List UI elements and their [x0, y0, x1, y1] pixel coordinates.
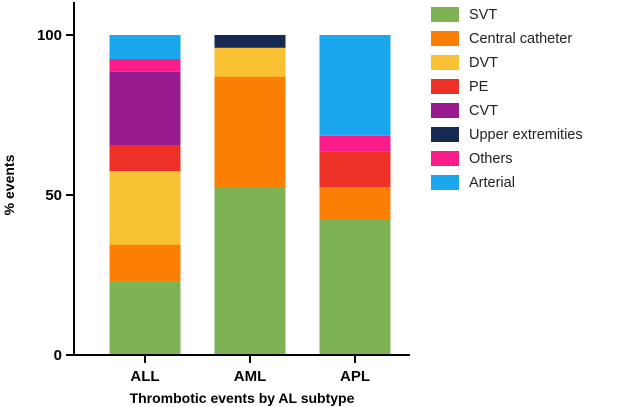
legend-swatch-upper-extremities [431, 127, 459, 142]
legend-label-svt: SVT [469, 7, 497, 23]
x-tick-label-apl: APL [340, 368, 370, 385]
legend-swatch-arterial [431, 175, 459, 190]
legend-label-dvt: DVT [469, 55, 498, 71]
x-tick-label-aml: AML [234, 368, 267, 385]
y-tick-label-50: 50 [45, 187, 62, 204]
legend-label-others: Others [469, 151, 513, 167]
legend-swatch-others [431, 151, 459, 166]
legend-label-arterial: Arterial [469, 175, 515, 191]
y-axis-ticks: 0 50 100 [37, 27, 74, 364]
bar-segment-apl-central-catheter [319, 187, 391, 219]
legend-label-pe: PE [469, 79, 489, 95]
bar-segment-aml-central-catheter [214, 76, 286, 187]
bar-segment-all-central-catheter [109, 244, 181, 282]
y-tick-label-0: 0 [54, 347, 62, 364]
bar-segment-aml-upper-extremities [214, 35, 286, 48]
legend-label-upper-extremities: Upper extremities [469, 127, 583, 143]
bar-segment-apl-arterial [319, 35, 391, 136]
legend-swatch-dvt [431, 55, 459, 70]
legend-label-central-catheter: Central catheter [469, 31, 572, 47]
bar-segment-apl-svt [319, 219, 391, 355]
y-axis-title: % events [1, 154, 17, 215]
legend-label-cvt: CVT [469, 103, 498, 119]
bars-layer [109, 35, 391, 355]
bar-segment-all-others [109, 59, 181, 72]
legend-swatch-svt [431, 7, 459, 22]
bar-segment-all-cvt [109, 71, 181, 146]
bar-segment-apl-pe [319, 151, 391, 187]
bar-segment-apl-others [319, 135, 391, 152]
bar-segment-all-arterial [109, 35, 181, 59]
x-axis-title: Thrombotic events by AL subtype [130, 390, 355, 406]
bar-segment-aml-svt [214, 187, 286, 355]
bar-segment-all-pe [109, 145, 181, 171]
legend-swatch-cvt [431, 103, 459, 118]
x-tick-label-all: ALL [130, 368, 159, 385]
bar-segment-all-svt [109, 281, 181, 355]
bar-segment-all-dvt [109, 171, 181, 245]
legend-swatch-central-catheter [431, 31, 459, 46]
legend-swatch-pe [431, 79, 459, 94]
bar-segment-aml-dvt [214, 47, 286, 77]
legend: SVT Central catheter DVT PE CVT Upper extremi… [431, 7, 583, 191]
y-tick-label-100: 100 [37, 27, 62, 44]
x-axis-ticks: ALL AML APL [130, 355, 370, 385]
